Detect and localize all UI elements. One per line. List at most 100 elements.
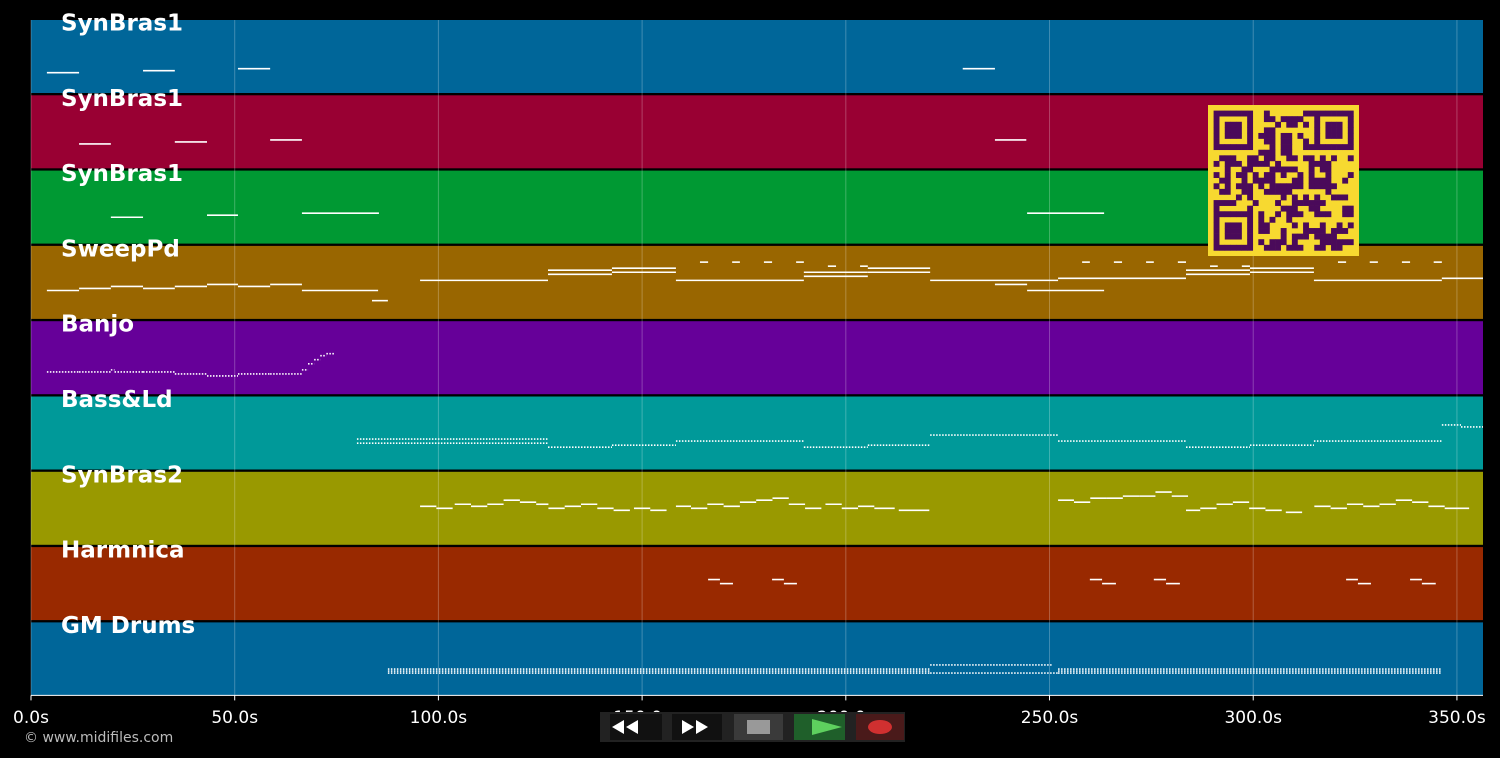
qr-module [1347, 211, 1354, 218]
track-name: SynBras2 [61, 462, 183, 488]
qr-module [1331, 239, 1337, 246]
qr-module [1224, 244, 1231, 251]
qr-module [1269, 216, 1276, 223]
qr-module [1331, 244, 1337, 251]
qr-module [1314, 183, 1321, 190]
qr-module [1269, 239, 1276, 246]
stop-button[interactable] [734, 714, 783, 740]
qr-module [1235, 121, 1242, 128]
qr-module [1280, 149, 1287, 156]
qr-module [1286, 188, 1293, 195]
qr-module [1297, 183, 1304, 190]
qr-module [1275, 183, 1282, 190]
qr-module [1263, 138, 1270, 145]
qr-module [1275, 121, 1282, 128]
qr-module [1213, 183, 1220, 190]
qr-module [1247, 132, 1254, 139]
qr-module [1314, 127, 1321, 134]
qr-module [1347, 144, 1354, 151]
qr-module [1280, 166, 1287, 173]
play-button[interactable] [794, 714, 845, 740]
qr-module [1269, 116, 1276, 123]
qr-module [1224, 233, 1231, 240]
qr-module [1247, 233, 1254, 240]
forward-button[interactable] [672, 714, 722, 740]
qr-module [1241, 172, 1248, 179]
qr-module [1319, 211, 1326, 218]
qr-module [1314, 205, 1321, 212]
qr-module [1213, 127, 1220, 134]
qr-module [1241, 188, 1248, 195]
qr-module [1280, 233, 1287, 240]
qr-module [1303, 222, 1309, 229]
qr-module [1224, 160, 1231, 167]
qr-module [1297, 200, 1304, 206]
qr-module [1258, 222, 1265, 229]
qr-module [1263, 160, 1270, 167]
qr-module [1235, 172, 1242, 179]
qr-module [1258, 177, 1265, 184]
qr-module [1230, 144, 1237, 151]
qr-module [1269, 144, 1276, 151]
qr-module [1331, 183, 1337, 190]
x-tick-label: 300.0s [1224, 708, 1282, 728]
qr-module [1213, 172, 1220, 179]
qr-module [1247, 205, 1254, 212]
track-name: GM Drums [61, 613, 195, 639]
qr-module [1213, 222, 1220, 229]
qr-module [1319, 244, 1326, 251]
qr-module [1269, 172, 1276, 179]
qr-module [1247, 244, 1254, 251]
qr-module [1286, 216, 1293, 223]
qr-module [1213, 138, 1220, 145]
qr-module [1342, 228, 1349, 234]
qr-module [1224, 222, 1231, 229]
qr-module [1286, 205, 1293, 212]
qr-module [1241, 183, 1248, 190]
qr-module [1314, 144, 1321, 151]
qr-module [1263, 149, 1270, 156]
qr-module [1347, 138, 1354, 145]
qr-module [1342, 211, 1349, 218]
qr-module [1342, 144, 1349, 151]
qr-module [1224, 200, 1231, 206]
qr-module [1247, 216, 1254, 223]
qr-module [1325, 160, 1332, 167]
qr-module [1213, 110, 1220, 117]
transport-controls [600, 712, 905, 742]
qr-module [1224, 121, 1231, 128]
qr-module [1275, 244, 1282, 251]
qr-module [1336, 144, 1343, 151]
qr-module [1258, 239, 1265, 246]
qr-module [1224, 188, 1231, 195]
qr-module [1347, 121, 1354, 128]
qr-module [1314, 132, 1321, 139]
track-band [31, 471, 1483, 545]
record-button[interactable] [856, 714, 904, 740]
track-name: SynBras1 [61, 161, 183, 187]
qr-module [1230, 160, 1237, 167]
qr-module [1247, 183, 1254, 190]
qr-module [1213, 233, 1220, 240]
qr-module [1235, 160, 1242, 167]
qr-module [1325, 233, 1332, 240]
qr-module [1308, 228, 1315, 234]
rewind-button[interactable] [610, 714, 662, 740]
qr-module [1308, 155, 1315, 162]
qr-module [1314, 194, 1321, 201]
track-name: SynBras1 [61, 86, 183, 112]
qr-module [1280, 116, 1287, 123]
qr-module [1291, 239, 1298, 246]
qr-module [1331, 233, 1337, 240]
qr-module [1325, 127, 1332, 134]
qr-module [1342, 194, 1349, 201]
qr-module [1263, 244, 1270, 251]
qr-module [1224, 172, 1231, 179]
track-band [31, 622, 1483, 696]
qr-module [1342, 177, 1349, 184]
qr-module [1230, 132, 1237, 139]
qr-module [1269, 155, 1276, 162]
qr-module [1219, 211, 1226, 218]
qr-module [1336, 244, 1343, 251]
qr-module [1247, 110, 1254, 117]
